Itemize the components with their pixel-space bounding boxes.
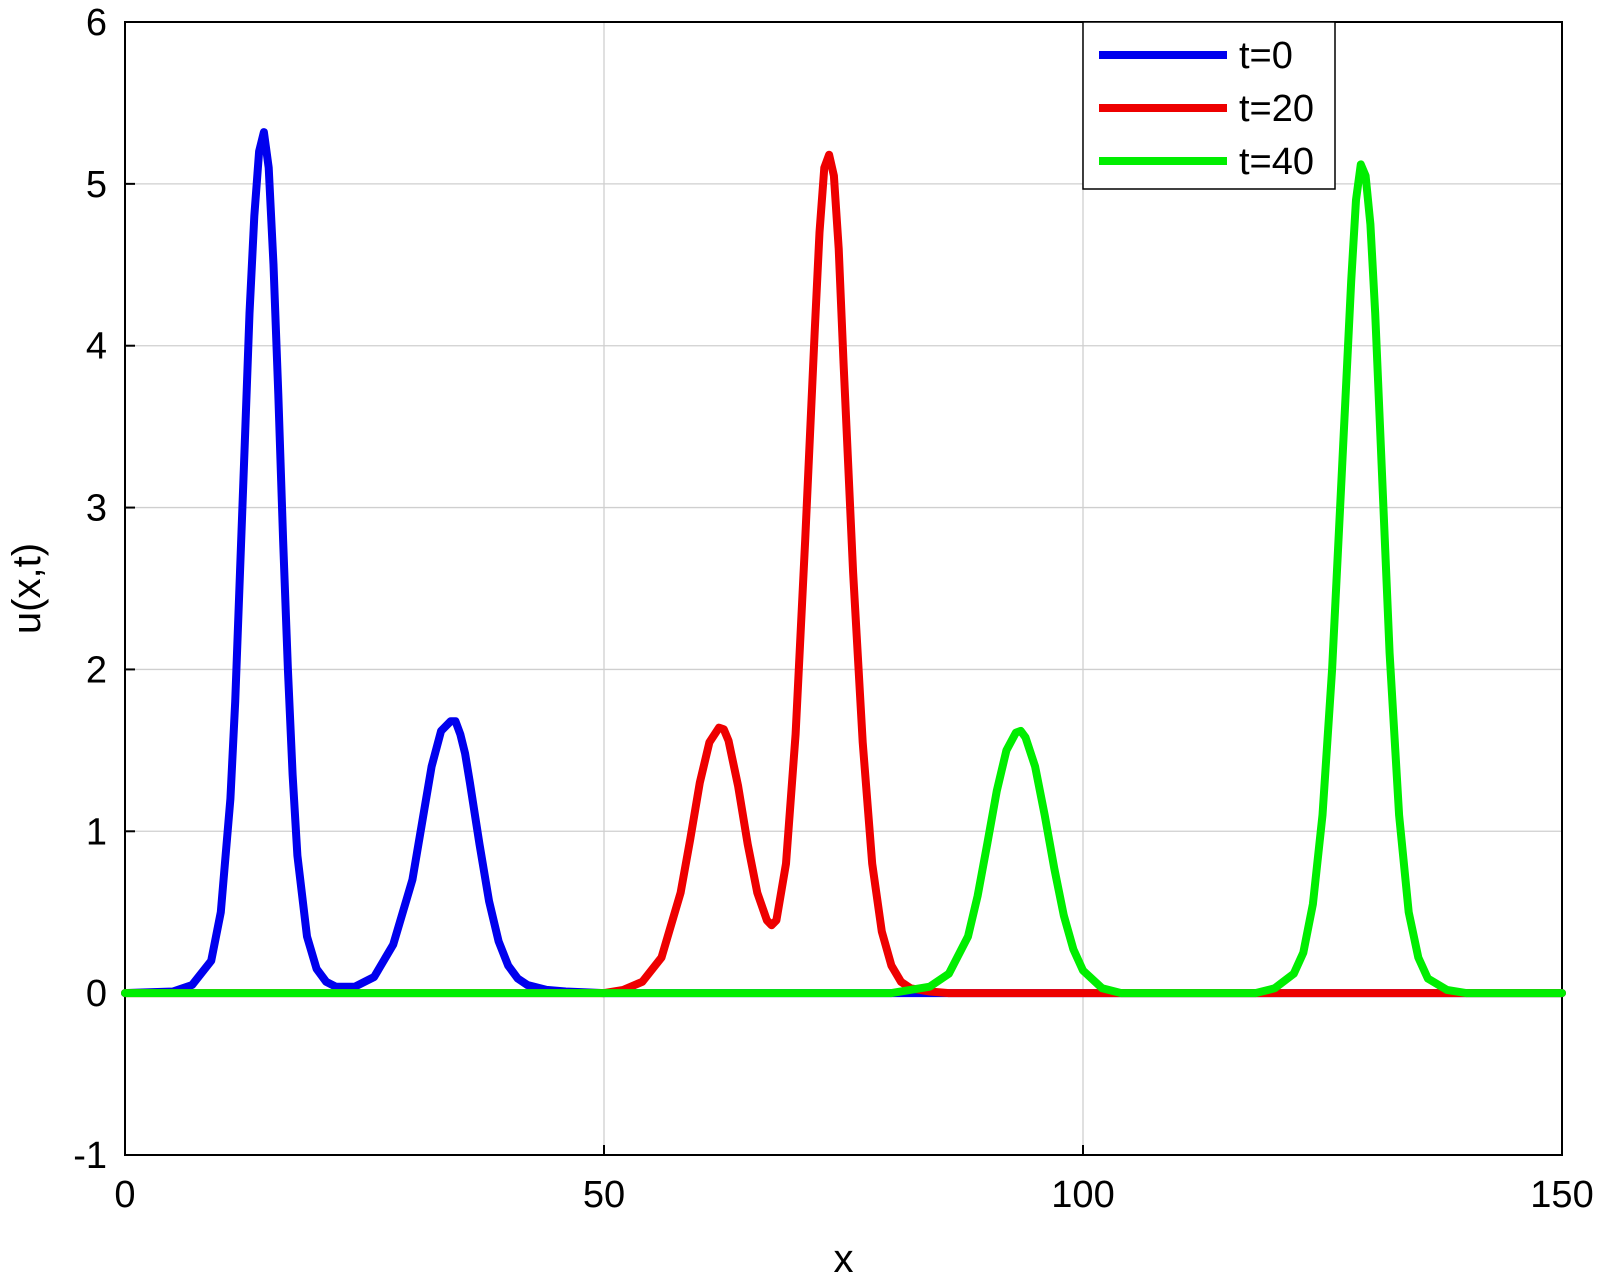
y-tick-label: -1 [73,1135,107,1177]
legend-label: t=20 [1239,88,1314,130]
series-line-t-0 [121,128,1566,998]
plot-area-frame [124,21,1563,1156]
y-tick-label: 5 [86,164,107,206]
y-tick-label: 1 [86,811,107,853]
y-tick-label: 2 [86,649,107,691]
legend: t=0 t=20 t=40 [1082,21,1336,190]
y-tick-label: 3 [86,488,107,530]
y-tick-label: 6 [86,2,107,44]
x-tick-label: 50 [583,1174,625,1216]
x-tick-label: 100 [1051,1174,1114,1216]
series-line-t-40 [121,160,1566,998]
x-tick-label: 150 [1530,1174,1593,1216]
legend-label: t=0 [1239,35,1293,77]
x-axis-label: x [834,1237,854,1281]
y-tick-label: 0 [86,973,107,1015]
legend-label: t=40 [1239,141,1314,183]
series-line-t-20 [121,150,1566,998]
x-tick-label: 0 [114,1174,135,1216]
series-lines [121,128,1566,998]
y-axis-label: u(x,t) [5,543,49,634]
y-tick-label: 4 [86,326,107,368]
